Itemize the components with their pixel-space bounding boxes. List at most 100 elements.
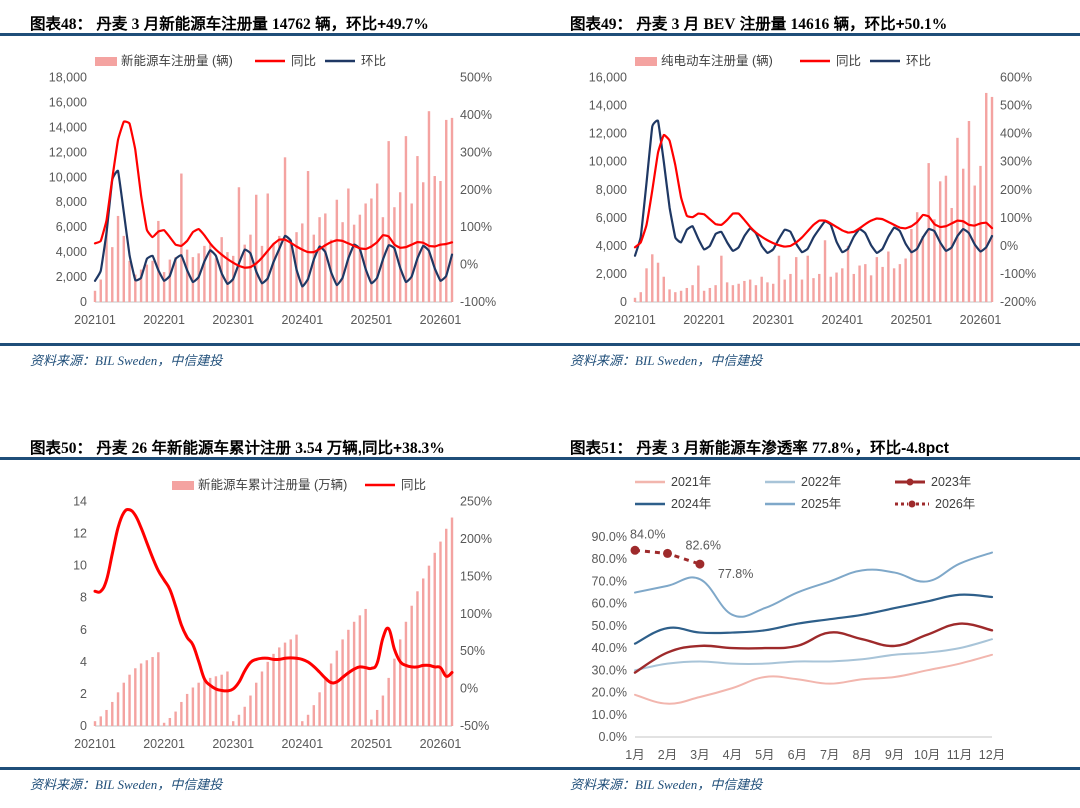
svg-text:10,000: 10,000 [589, 155, 627, 169]
svg-text:202201: 202201 [143, 313, 185, 327]
svg-text:新能源车累计注册量 (万辆): 新能源车累计注册量 (万辆) [198, 477, 347, 492]
svg-text:202601: 202601 [420, 737, 462, 751]
svg-text:202301: 202301 [212, 313, 254, 327]
svg-text:2月: 2月 [658, 748, 677, 762]
svg-text:84.0%: 84.0% [630, 527, 665, 541]
svg-text:82.6%: 82.6% [686, 538, 721, 552]
svg-text:0%: 0% [460, 258, 478, 272]
svg-text:0%: 0% [460, 682, 478, 696]
svg-text:202401: 202401 [281, 737, 323, 751]
svg-text:40.0%: 40.0% [592, 641, 627, 655]
svg-text:50%: 50% [460, 644, 485, 658]
svg-text:80.0%: 80.0% [592, 552, 627, 566]
svg-text:0.0%: 0.0% [599, 730, 628, 744]
svg-text:202401: 202401 [821, 313, 863, 327]
svg-text:7月: 7月 [820, 748, 839, 762]
svg-text:202501: 202501 [351, 737, 393, 751]
svg-text:-100%: -100% [1000, 267, 1036, 281]
svg-text:2024年: 2024年 [671, 497, 711, 511]
svg-text:14,000: 14,000 [49, 120, 87, 134]
svg-text:500%: 500% [460, 71, 492, 85]
svg-text:12,000: 12,000 [49, 145, 87, 159]
svg-text:16,000: 16,000 [589, 71, 627, 85]
svg-text:150%: 150% [460, 569, 492, 583]
svg-text:环比: 环比 [906, 54, 931, 68]
svg-text:90.0%: 90.0% [592, 530, 627, 544]
svg-text:202301: 202301 [212, 737, 254, 751]
svg-text:6: 6 [80, 623, 87, 637]
svg-text:14,000: 14,000 [589, 99, 627, 113]
svg-text:6月: 6月 [788, 748, 807, 762]
svg-text:202101: 202101 [74, 313, 116, 327]
svg-text:202301: 202301 [752, 313, 794, 327]
svg-text:10月: 10月 [914, 748, 940, 762]
svg-text:2,000: 2,000 [56, 270, 87, 284]
svg-text:202601: 202601 [420, 313, 462, 327]
svg-text:250%: 250% [460, 495, 492, 509]
svg-text:8: 8 [80, 591, 87, 605]
svg-text:300%: 300% [1000, 155, 1032, 169]
svg-text:70.0%: 70.0% [592, 574, 627, 588]
svg-text:100%: 100% [460, 607, 492, 621]
svg-text:同比: 同比 [836, 54, 861, 68]
svg-text:400%: 400% [460, 108, 492, 122]
svg-text:202501: 202501 [891, 313, 933, 327]
svg-text:0: 0 [80, 719, 87, 733]
svg-text:200%: 200% [460, 532, 492, 546]
svg-text:4: 4 [80, 655, 87, 669]
svg-text:8月: 8月 [852, 748, 871, 762]
svg-text:100%: 100% [460, 220, 492, 234]
svg-text:2,000: 2,000 [596, 267, 627, 281]
svg-text:202401: 202401 [281, 313, 323, 327]
svg-text:400%: 400% [1000, 127, 1032, 141]
svg-text:3月: 3月 [690, 748, 709, 762]
svg-text:60.0%: 60.0% [592, 597, 627, 611]
svg-text:202201: 202201 [143, 737, 185, 751]
svg-text:2021年: 2021年 [671, 475, 711, 489]
svg-text:300%: 300% [460, 145, 492, 159]
svg-text:0: 0 [620, 295, 627, 309]
svg-text:2: 2 [80, 687, 87, 701]
svg-text:2023年: 2023年 [931, 475, 971, 489]
svg-text:10: 10 [73, 559, 87, 573]
svg-text:202601: 202601 [960, 313, 1002, 327]
svg-text:5月: 5月 [755, 748, 774, 762]
svg-text:14: 14 [73, 495, 87, 509]
svg-text:202101: 202101 [614, 313, 656, 327]
svg-text:30.0%: 30.0% [592, 663, 627, 677]
svg-text:200%: 200% [1000, 183, 1032, 197]
svg-text:20.0%: 20.0% [592, 686, 627, 700]
svg-text:16,000: 16,000 [49, 95, 87, 109]
svg-text:8,000: 8,000 [56, 195, 87, 209]
svg-text:2026年: 2026年 [935, 497, 975, 511]
svg-text:11月: 11月 [947, 748, 972, 762]
svg-text:200%: 200% [460, 183, 492, 197]
svg-text:12: 12 [73, 527, 87, 541]
svg-text:202501: 202501 [351, 313, 393, 327]
svg-text:50.0%: 50.0% [592, 619, 627, 633]
svg-text:202201: 202201 [683, 313, 725, 327]
svg-text:6,000: 6,000 [596, 211, 627, 225]
svg-text:-200%: -200% [1000, 295, 1036, 309]
svg-text:1月: 1月 [625, 748, 644, 762]
svg-text:-50%: -50% [460, 719, 489, 733]
svg-text:4月: 4月 [723, 748, 742, 762]
svg-text:0%: 0% [1000, 239, 1018, 253]
svg-text:500%: 500% [1000, 99, 1032, 113]
svg-text:202101: 202101 [74, 737, 116, 751]
svg-text:2022年: 2022年 [801, 475, 841, 489]
svg-text:纯电动车注册量 (辆): 纯电动车注册量 (辆) [661, 53, 773, 68]
svg-text:0: 0 [80, 295, 87, 309]
svg-text:10.0%: 10.0% [592, 708, 627, 722]
svg-text:2025年: 2025年 [801, 497, 841, 511]
svg-text:12,000: 12,000 [589, 127, 627, 141]
svg-text:8,000: 8,000 [596, 183, 627, 197]
svg-text:环比: 环比 [361, 54, 386, 68]
svg-text:4,000: 4,000 [56, 245, 87, 259]
svg-text:新能源车注册量 (辆): 新能源车注册量 (辆) [121, 53, 233, 68]
svg-text:600%: 600% [1000, 71, 1032, 85]
svg-text:18,000: 18,000 [49, 71, 87, 85]
svg-text:12月: 12月 [979, 748, 1005, 762]
svg-text:同比: 同比 [291, 54, 316, 68]
svg-text:9月: 9月 [885, 748, 904, 762]
